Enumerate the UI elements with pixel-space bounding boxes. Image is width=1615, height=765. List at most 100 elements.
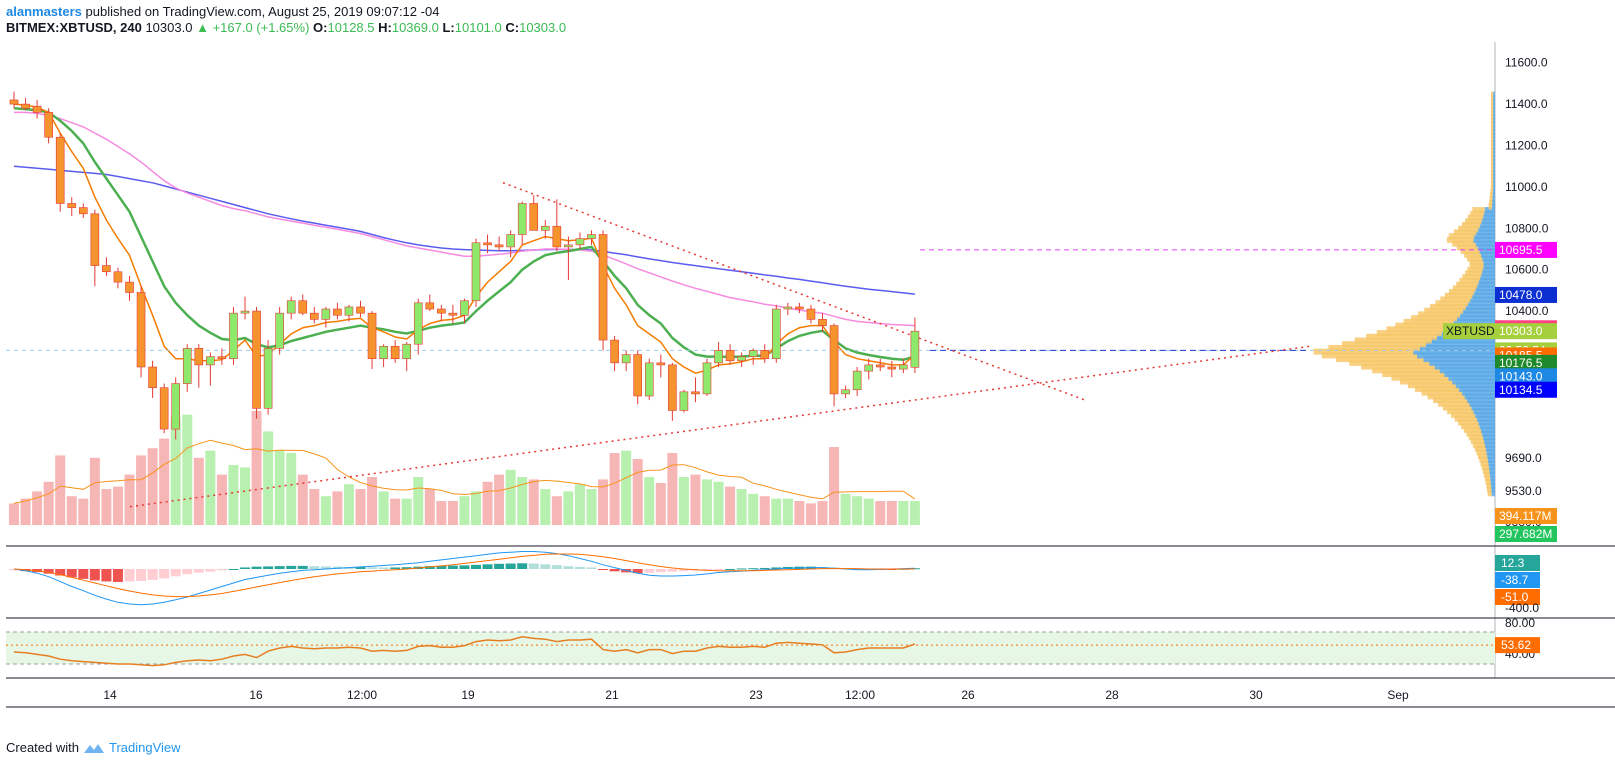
candle-body bbox=[425, 302, 435, 310]
rsi-line bbox=[13, 636, 916, 667]
candle-body bbox=[229, 312, 238, 360]
volume-profile-row bbox=[1455, 382, 1495, 389]
volume-bar bbox=[517, 477, 528, 525]
rsi-tick-label: 80.00 bbox=[1505, 616, 1535, 630]
symbol-label-text: XBTUSD bbox=[1446, 324, 1495, 338]
volume-profile-row bbox=[1476, 449, 1487, 456]
candle-body bbox=[159, 387, 169, 430]
price-tick-label: 11000.0 bbox=[1505, 180, 1548, 194]
volume-bar bbox=[540, 489, 551, 525]
candle-body bbox=[113, 271, 123, 283]
price-tick-label: 11600.0 bbox=[1505, 56, 1548, 70]
volume-profile-row bbox=[1491, 91, 1494, 98]
volume-profile-row bbox=[1491, 154, 1494, 161]
macd-histogram-bar bbox=[274, 566, 285, 569]
open-label: O: bbox=[313, 20, 328, 35]
price-chart[interactable]: 11600.0 11400.0 11200.0 11000.0 10800.0 10600… bbox=[0, 0, 1615, 740]
volume-profile-row bbox=[1493, 180, 1495, 187]
macd-histogram-bar bbox=[736, 568, 747, 570]
volume-profile-row bbox=[1472, 441, 1486, 448]
volume-profile-row bbox=[1489, 199, 1493, 206]
macd-histogram-bar bbox=[678, 569, 689, 572]
candle-body bbox=[783, 306, 793, 310]
volume-bar bbox=[274, 450, 285, 525]
price-label-text: 10176.5 bbox=[1499, 356, 1543, 370]
candle-body bbox=[529, 203, 539, 231]
volume-profile-row bbox=[1403, 318, 1454, 325]
volume-profile-row bbox=[1487, 490, 1492, 497]
volume-profile-row bbox=[1491, 158, 1494, 165]
candle-body bbox=[899, 364, 908, 370]
published-text: published on TradingView.com, August 25,… bbox=[85, 4, 440, 19]
volume-profile-row bbox=[1469, 262, 1484, 269]
candle-body bbox=[32, 105, 42, 113]
volume-profile-row bbox=[1476, 229, 1495, 236]
macd-histogram-bar bbox=[136, 569, 147, 581]
volume-bar bbox=[655, 483, 666, 525]
time-tick-label: 23 bbox=[749, 688, 763, 702]
price-label-box bbox=[1495, 286, 1557, 303]
volume-profile-row bbox=[1493, 166, 1495, 173]
volume-profile-row bbox=[1452, 240, 1476, 247]
macd-histogram-bar bbox=[598, 569, 609, 571]
volume-profile-row bbox=[1484, 475, 1491, 482]
macd-histogram-bar bbox=[748, 568, 759, 570]
symbol-label-box bbox=[1443, 323, 1495, 340]
macd-histogram-bar bbox=[193, 569, 204, 573]
price-tick-label: 9530.0 bbox=[1505, 484, 1542, 498]
downtrend-dotted-line bbox=[502, 182, 1086, 401]
volume-profile-row bbox=[1382, 371, 1445, 378]
volume-profile-row bbox=[1420, 344, 1495, 351]
candle-body bbox=[321, 308, 331, 320]
volume-bar bbox=[875, 501, 886, 525]
volume-profile-row bbox=[1473, 236, 1495, 243]
macd-histogram-bar bbox=[528, 563, 539, 569]
candle-body bbox=[448, 312, 458, 316]
candle-body bbox=[344, 306, 354, 316]
candle-body bbox=[460, 300, 469, 316]
candle-body bbox=[517, 203, 527, 235]
macd-histogram-bar bbox=[367, 567, 378, 569]
macd-histogram-bar bbox=[355, 566, 366, 569]
volume-profile-row bbox=[1467, 397, 1495, 404]
volume-profile-row bbox=[1434, 363, 1495, 370]
volume-bar bbox=[170, 417, 181, 525]
volume-profile-row bbox=[1413, 348, 1495, 355]
author-name[interactable]: alanmasters bbox=[6, 4, 82, 19]
volume-profile-row bbox=[1486, 482, 1492, 489]
volume-bar bbox=[459, 496, 470, 525]
volume-bar bbox=[447, 501, 458, 525]
candle-body bbox=[148, 366, 157, 388]
volume-profile-row bbox=[1395, 322, 1451, 329]
volume-bar bbox=[43, 481, 54, 525]
tradingview-logo-icon bbox=[83, 743, 104, 753]
tradingview-link[interactable]: TradingView bbox=[108, 740, 181, 755]
macd-histogram-bar bbox=[482, 564, 493, 569]
macd-label-text: 12.3 bbox=[1501, 556, 1525, 570]
volume-bar bbox=[101, 489, 112, 525]
price-label-box bbox=[1495, 241, 1557, 258]
candle-body bbox=[471, 242, 481, 302]
volume-profile-row bbox=[1414, 385, 1459, 392]
volume-profile-row bbox=[1446, 236, 1474, 243]
candle-body bbox=[55, 136, 65, 204]
volume-profile-row bbox=[1454, 415, 1477, 422]
volume-profile-row bbox=[1458, 385, 1495, 392]
volume-profile-row bbox=[1493, 140, 1495, 147]
volume-profile-row bbox=[1491, 125, 1494, 132]
volume-profile-row bbox=[1491, 113, 1494, 120]
volume-bar bbox=[89, 457, 100, 525]
volume-bar bbox=[309, 489, 320, 525]
volume-profile-row bbox=[1456, 244, 1478, 251]
volume-profile-row bbox=[1483, 210, 1495, 217]
uptrend-dotted-line bbox=[129, 345, 1311, 508]
time-tick-label: 30 bbox=[1249, 688, 1263, 702]
volume-profile-row bbox=[1491, 490, 1495, 497]
volume-profile-row bbox=[1493, 184, 1495, 191]
volume-profile-row bbox=[1328, 344, 1421, 351]
volume-profile-row bbox=[1386, 326, 1447, 333]
volume-bar bbox=[228, 465, 239, 525]
time-tick-label: 19 bbox=[461, 688, 475, 702]
rsi-label-box bbox=[1495, 637, 1540, 654]
volume-ma-line bbox=[13, 439, 916, 504]
